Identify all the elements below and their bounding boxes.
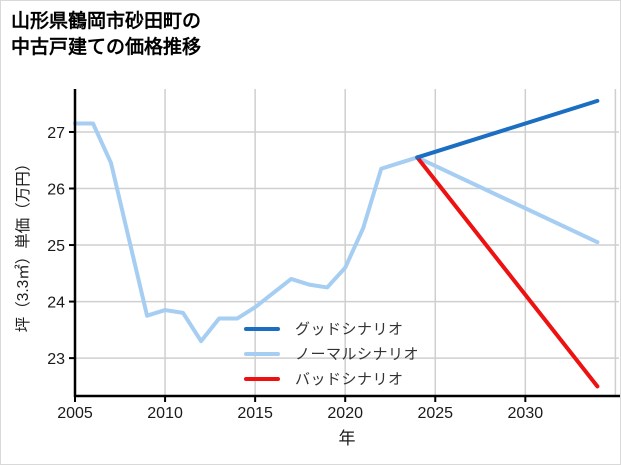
normal-scenario-label: ノーマルシナリオ (295, 346, 420, 363)
normal-scenario-line (415, 155, 600, 245)
bad-scenario-line-swatch (244, 376, 280, 381)
legend-item-normal-scenario: ノーマルシナリオ (244, 341, 419, 366)
normal-scenario-line-swatch (244, 351, 280, 356)
chart-title-line-2: 中古戸建ての価格推移 (11, 37, 202, 58)
x-tick-label: 2015 (237, 405, 273, 422)
x-axis-label: 年 (338, 429, 356, 448)
legend-item-good-scenario: グッドシナリオ (244, 316, 419, 341)
good-scenario-label: グッドシナリオ (295, 321, 404, 338)
x-tick-label: 2020 (327, 405, 363, 422)
bad-scenario-label: バッドシナリオ (295, 371, 404, 388)
y-axis-label: 坪（3.3㎡）単価（万円） (15, 155, 32, 333)
legend-item-bad-scenario: バッドシナリオ (244, 366, 419, 391)
chart-title: 山形県鶴岡市砂田町の 中古戸建ての価格推移 (11, 9, 201, 61)
bad-scenario-line (415, 155, 600, 389)
x-tick-label: 2005 (57, 405, 93, 422)
legend: グッドシナリオ ノーマルシナリオ バッドシナリオ (244, 316, 419, 391)
y-tick-label: 25 (47, 238, 65, 255)
y-tick-label: 26 (47, 182, 65, 199)
y-tick-label: 27 (47, 125, 65, 142)
y-tick-label: 24 (47, 295, 65, 312)
history-line (73, 121, 420, 344)
x-tick-label: 2010 (147, 405, 183, 422)
x-tick-label: 2030 (508, 405, 544, 422)
good-scenario-line-swatch (244, 326, 280, 331)
x-tick-label: 2025 (417, 405, 453, 422)
good-scenario-line (415, 98, 600, 160)
y-tick-label: 23 (47, 351, 65, 368)
chart-title-line-1: 山形県鶴岡市砂田町の (11, 11, 202, 32)
